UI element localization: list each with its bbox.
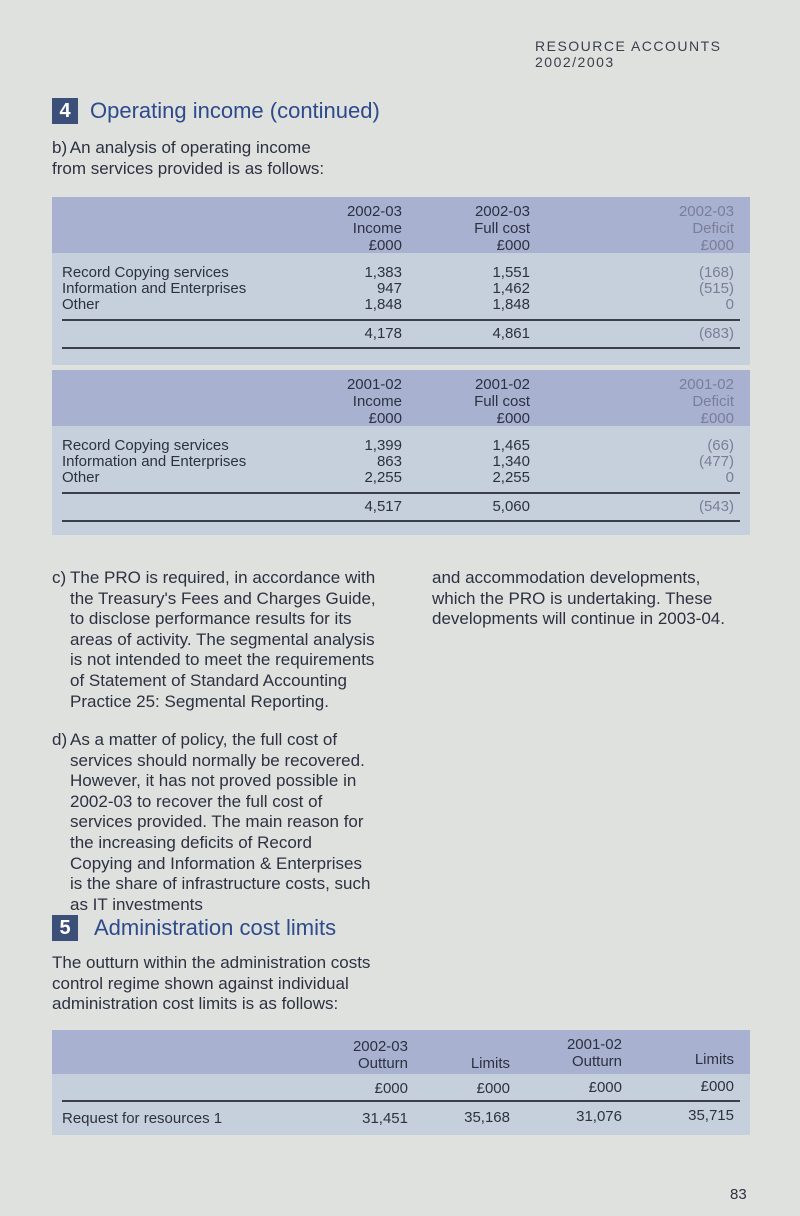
unit-label: £000 — [374, 1080, 408, 1097]
table-header: 2002-03 Income £000 2002-03 Full cost £000 2… — [52, 197, 750, 254]
section-number-badge: 4 — [52, 98, 78, 124]
table-row: Information and Enterprises 863 1,340 (477) — [62, 453, 734, 470]
page-number: 83 — [730, 1186, 747, 1203]
divider — [62, 347, 740, 349]
unit-label: £000 — [588, 1079, 622, 1096]
paragraph-text: The PRO is required, in accordance with … — [70, 568, 376, 711]
unit-label: £000 — [476, 1080, 510, 1097]
table-row: Record Copying services 1,399 1,465 (66) — [62, 437, 734, 454]
paragraph-label: b) — [52, 138, 68, 157]
table-body: Record Copying services 1,383 1,551 (168) I… — [52, 253, 750, 365]
table-row: Request for resources 1 31,451 35,168 31… — [62, 1107, 734, 1127]
table-body: Record Copying services 1,399 1,465 (66) In… — [52, 426, 750, 535]
admin-cost-table: 2002-03 Outturn Limits 2001-02 Outturn Lim… — [52, 1030, 750, 1135]
col-header-full-cost: 2001-02 Full cost £000 — [474, 376, 530, 427]
paragraph-continued: and accommodation developments, which th… — [432, 568, 725, 629]
section-title: Operating income (continued) — [90, 98, 380, 123]
income-table-2002-03: 2002-03 Income £000 2002-03 Full cost £000 2… — [52, 197, 750, 365]
paragraph-d: d) As a matter of policy, the full cost o… — [52, 730, 372, 915]
table-row: Other 1,848 1,848 0 — [62, 296, 734, 313]
col-header-outturn-2001-02: 2001-02 Outturn — [566, 1036, 622, 1070]
col-header-income: 2002-03 Income £000 — [346, 203, 402, 254]
paragraph-c: c) The PRO is required, in accordance wit… — [52, 568, 382, 712]
paragraph-label: d) — [52, 730, 68, 749]
paragraph-text: An analysis of operating income from ser… — [52, 138, 325, 178]
col-header-deficit: 2001-02 Deficit £000 — [678, 376, 734, 427]
section-4-heading: 4 Operating income (continued) — [52, 98, 380, 124]
unit-label: £000 — [700, 1078, 734, 1095]
divider — [62, 1100, 740, 1102]
paragraph-text: As a matter of policy, the full cost of … — [70, 730, 371, 914]
paragraph-b: b) An analysis of operating income from … — [52, 138, 342, 179]
divider — [62, 520, 740, 522]
col-header-deficit: 2002-03 Deficit £000 — [678, 203, 734, 254]
income-table-2001-02: 2001-02 Income £000 2001-02 Full cost £000 2… — [52, 370, 750, 535]
table-row: Record Copying services 1,383 1,551 (168) — [62, 264, 734, 281]
col-header-limits-2001-02: Limits — [694, 1051, 734, 1068]
section-number-badge: 5 — [52, 915, 78, 941]
section-5-heading: 5 Administration cost limits — [52, 915, 336, 941]
col-header-limits-2002-03: Limits — [470, 1055, 510, 1072]
col-header-income: 2001-02 Income £000 — [346, 376, 402, 427]
col-header-full-cost: 2002-03 Full cost £000 — [474, 203, 530, 254]
table-row: Information and Enterprises 947 1,462 (515) — [62, 280, 734, 297]
section-title: Administration cost limits — [94, 915, 337, 940]
table-header: 2002-03 Outturn Limits 2001-02 Outturn Lim… — [52, 1030, 750, 1074]
running-header: RESOURCE ACCOUNTS 2002/2003 — [535, 38, 722, 70]
paragraph-label: c) — [52, 568, 67, 587]
divider — [62, 492, 740, 494]
total-row: 4,178 4,861 (683) — [364, 325, 734, 342]
divider — [62, 319, 740, 321]
total-row: 4,517 5,060 (543) — [364, 498, 734, 515]
col-header-outturn-2002-03: 2002-03 Outturn — [352, 1038, 408, 1072]
table-row: Other 2,255 2,255 0 — [62, 469, 734, 486]
table-header: 2001-02 Income £000 2001-02 Full cost £000 2… — [52, 370, 750, 427]
paragraph-5: The outturn within the administration co… — [52, 953, 371, 1014]
